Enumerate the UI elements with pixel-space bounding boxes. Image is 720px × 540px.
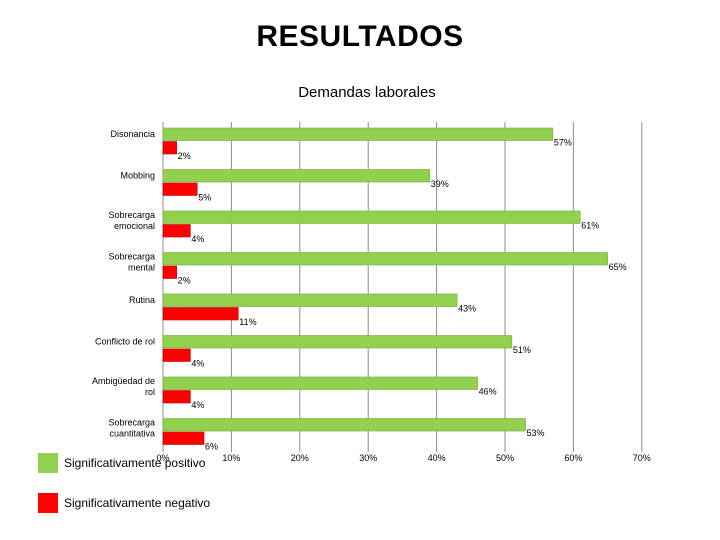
- bar-positive: [162, 335, 513, 349]
- data-label-negative: 4%: [191, 234, 204, 244]
- data-label-positive: 65%: [609, 262, 627, 272]
- x-tick-label: 10%: [222, 453, 240, 463]
- bar-positive: [162, 252, 608, 266]
- data-label-negative: 2%: [178, 151, 191, 161]
- legend-label-negative: Significativamente negativo: [64, 496, 211, 510]
- legend-swatch-negative: [38, 493, 58, 513]
- data-label-positive: 57%: [554, 138, 572, 148]
- x-tick-label: 50%: [496, 453, 514, 463]
- data-label-positive: 53%: [527, 428, 545, 438]
- legend-swatch-positive: [38, 453, 58, 473]
- category-label: Ambigüedad de: [92, 376, 155, 386]
- data-label-positive: 46%: [479, 387, 497, 397]
- x-tick-label: 60%: [564, 453, 582, 463]
- bar-negative: [162, 182, 198, 196]
- x-tick-label: 70%: [633, 453, 651, 463]
- data-label-negative: 11%: [239, 317, 256, 327]
- bar-positive: [162, 127, 554, 141]
- bar-negative: [162, 224, 191, 238]
- bar-positive: [162, 293, 458, 307]
- bar-negative: [162, 141, 177, 155]
- category-label: mental: [128, 263, 155, 273]
- data-label-negative: 6%: [205, 442, 218, 452]
- bar-negative: [162, 307, 239, 321]
- data-label-positive: 43%: [458, 304, 476, 314]
- category-label: Disonancia: [110, 129, 155, 139]
- bar-negative: [162, 348, 191, 362]
- data-label-negative: 4%: [191, 359, 204, 369]
- category-label: Mobbing: [120, 171, 155, 181]
- x-tick-label: 0%: [156, 453, 169, 463]
- legend-label-positive: Significativamente positivo: [64, 456, 206, 470]
- bar-positive: [162, 418, 526, 432]
- data-label-negative: 4%: [191, 400, 204, 410]
- bar-positive: [162, 210, 581, 224]
- x-tick-label: 30%: [359, 453, 377, 463]
- category-label: Rutina: [129, 295, 155, 305]
- slide-title: RESULTADOS: [256, 20, 464, 53]
- chart-title: Demandas laborales: [298, 84, 436, 101]
- data-label-positive: 51%: [513, 345, 531, 355]
- bar-negative: [162, 265, 177, 279]
- category-label: Sobrecarga: [108, 418, 155, 428]
- legend-item-negative: Significativamente negativo: [38, 493, 210, 513]
- bar-negative: [162, 431, 205, 445]
- data-label-positive: 61%: [581, 221, 599, 231]
- category-label: Conflicto de rol: [95, 337, 155, 347]
- x-tick-label: 20%: [291, 453, 309, 463]
- legend-item-positive: Significativamente positivo: [38, 453, 205, 473]
- data-label-positive: 39%: [431, 179, 449, 189]
- bar-negative: [162, 390, 191, 404]
- data-label-negative: 2%: [178, 276, 191, 286]
- category-label: rol: [145, 387, 155, 397]
- category-label: Sobrecarga: [108, 210, 155, 220]
- bar-positive: [162, 169, 431, 183]
- category-label: emocional: [114, 221, 155, 231]
- bar-positive: [162, 376, 478, 390]
- category-label: cuantitativa: [109, 429, 155, 439]
- data-label-negative: 5%: [198, 193, 211, 203]
- x-tick-label: 40%: [428, 453, 446, 463]
- category-label: Sobrecarga: [108, 252, 155, 262]
